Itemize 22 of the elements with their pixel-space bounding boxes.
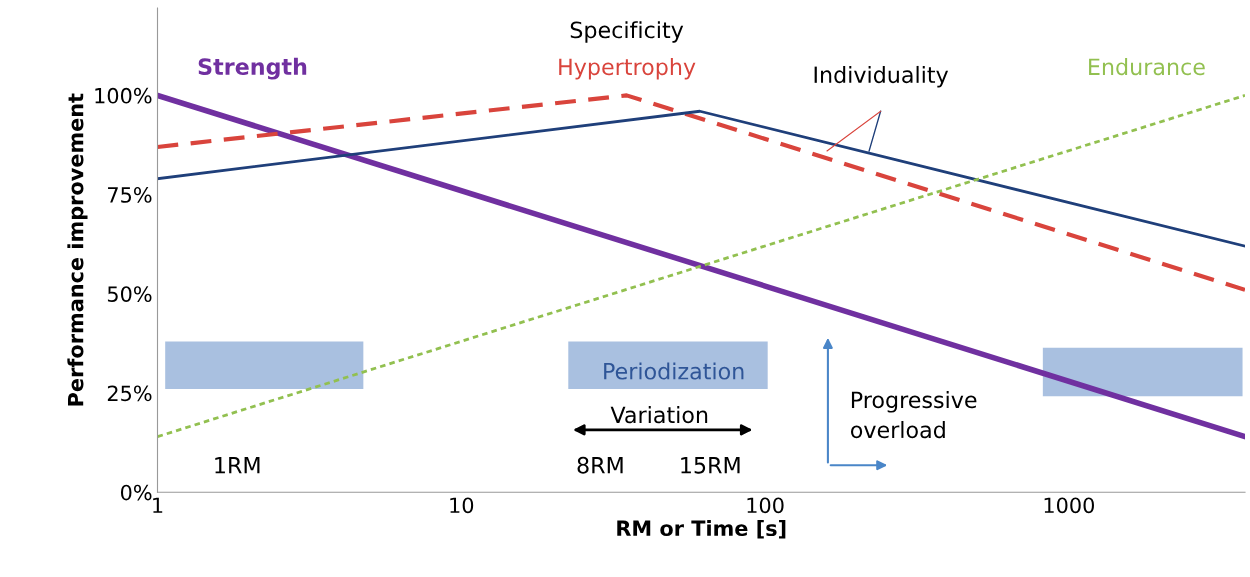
x-tick-label: 100 (747, 497, 784, 514)
annotation: Progressive overload (850, 391, 977, 439)
series-label: Endurance (1089, 58, 1205, 76)
annotation: 8RM (577, 456, 623, 474)
y-tick-label: 100% (95, 87, 152, 104)
series-label: Strength (198, 57, 307, 80)
y-tick-label: 25% (107, 385, 152, 402)
y-tick-label: 50% (107, 286, 152, 302)
x-tick-label: 1000 (1044, 497, 1094, 514)
x-axis-title: RM or Time [s] (617, 519, 786, 539)
annotation: 15RM (681, 457, 740, 474)
x-tick-label: 1 (153, 497, 163, 513)
y-tick-label: 0% (120, 484, 152, 501)
annotation: 1RM (215, 457, 260, 474)
annotation: Variation (610, 406, 708, 424)
annotation: Periodization (604, 362, 744, 380)
y-axis-title: Performance improvement (67, 93, 88, 406)
series-label: Hypertrophy (559, 58, 696, 80)
y-tick-label: 75% (108, 187, 152, 203)
text: Individuality (814, 65, 949, 88)
annotation: Specificity (570, 21, 684, 43)
x-tick-label: 10 (450, 497, 474, 514)
